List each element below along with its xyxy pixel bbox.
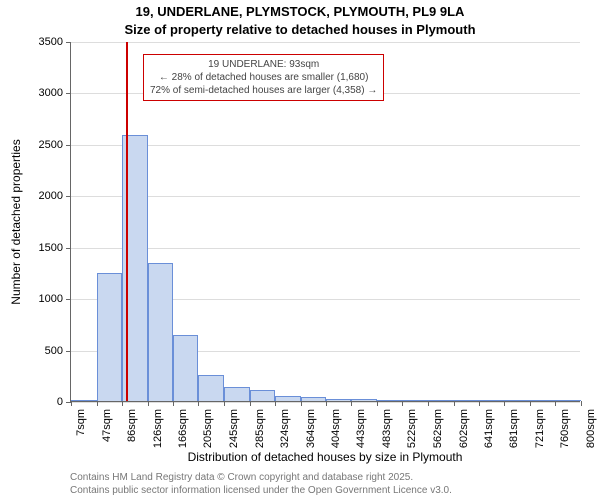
xtick-mark xyxy=(71,401,72,406)
footnote-line2: Contains public sector information licen… xyxy=(70,485,452,496)
histogram-bar xyxy=(224,387,250,401)
histogram-bar xyxy=(97,273,122,401)
annotation-line2: ← 28% of detached houses are smaller (1,… xyxy=(150,71,377,84)
histogram-bar xyxy=(530,400,555,401)
xtick-mark xyxy=(301,401,302,406)
xtick-mark xyxy=(326,401,327,406)
histogram-bar xyxy=(479,400,505,401)
xtick-label: 126sqm xyxy=(152,409,164,448)
xtick-label: 760sqm xyxy=(559,409,571,448)
plot-area: 19 UNDERLANE: 93sqm ← 28% of detached ho… xyxy=(70,42,580,402)
xtick-label: 641sqm xyxy=(483,409,495,448)
y-axis-label: Number of detached properties xyxy=(9,139,23,304)
xtick-label: 285sqm xyxy=(254,409,266,448)
ytick-label: 3000 xyxy=(39,87,63,99)
histogram-bar xyxy=(250,390,275,401)
gridline xyxy=(71,42,580,43)
xtick-label: 86sqm xyxy=(126,409,138,442)
xtick-mark xyxy=(275,401,276,406)
xtick-mark xyxy=(402,401,403,406)
x-axis-label: Distribution of detached houses by size … xyxy=(188,450,463,464)
xtick-label: 166sqm xyxy=(177,409,189,448)
chart-container: 19, UNDERLANE, PLYMSTOCK, PLYMOUTH, PL9 … xyxy=(0,0,600,500)
xtick-mark xyxy=(581,401,582,406)
xtick-mark xyxy=(428,401,429,406)
histogram-bar xyxy=(454,400,479,401)
ytick-mark xyxy=(66,93,71,94)
xtick-label: 404sqm xyxy=(330,409,342,448)
ytick-mark xyxy=(66,351,71,352)
histogram-bar xyxy=(275,396,301,401)
histogram-bar xyxy=(301,397,327,401)
ytick-label: 2000 xyxy=(39,190,63,202)
xtick-label: 7sqm xyxy=(75,409,87,436)
ytick-label: 1000 xyxy=(39,293,63,305)
ytick-label: 3500 xyxy=(39,36,63,48)
xtick-label: 483sqm xyxy=(381,409,393,448)
xtick-mark xyxy=(454,401,455,406)
xtick-mark xyxy=(173,401,174,406)
xtick-label: 800sqm xyxy=(585,409,597,448)
annotation-line1: 19 UNDERLANE: 93sqm xyxy=(150,58,377,71)
ytick-label: 0 xyxy=(57,396,63,408)
chart-title-line1: 19, UNDERLANE, PLYMSTOCK, PLYMOUTH, PL9 … xyxy=(0,4,600,19)
ytick-mark xyxy=(66,196,71,197)
xtick-mark xyxy=(377,401,378,406)
xtick-mark xyxy=(530,401,531,406)
histogram-bar xyxy=(377,400,402,401)
xtick-mark xyxy=(555,401,556,406)
annotation-line3: 72% of semi-detached houses are larger (… xyxy=(150,84,377,97)
xtick-label: 205sqm xyxy=(202,409,214,448)
histogram-bar xyxy=(555,400,581,401)
footnote-line1: Contains HM Land Registry data © Crown c… xyxy=(70,472,413,483)
xtick-label: 364sqm xyxy=(305,409,317,448)
annotation-box: 19 UNDERLANE: 93sqm ← 28% of detached ho… xyxy=(143,54,384,101)
xtick-mark xyxy=(198,401,199,406)
xtick-label: 47sqm xyxy=(101,409,113,442)
ytick-mark xyxy=(66,42,71,43)
histogram-bar xyxy=(504,400,530,401)
xtick-mark xyxy=(224,401,225,406)
histogram-bar xyxy=(351,399,377,401)
ytick-mark xyxy=(66,145,71,146)
xtick-label: 562sqm xyxy=(432,409,444,448)
xtick-label: 443sqm xyxy=(355,409,367,448)
histogram-bar xyxy=(173,335,198,401)
xtick-label: 522sqm xyxy=(406,409,418,448)
histogram-bar xyxy=(198,375,224,401)
xtick-mark xyxy=(351,401,352,406)
xtick-mark xyxy=(479,401,480,406)
histogram-bar xyxy=(428,400,454,401)
ytick-label: 1500 xyxy=(39,242,63,254)
ytick-label: 500 xyxy=(45,345,63,357)
histogram-bar xyxy=(71,400,97,401)
reference-line xyxy=(126,42,128,401)
xtick-label: 721sqm xyxy=(534,409,546,448)
xtick-label: 324sqm xyxy=(279,409,291,448)
ytick-mark xyxy=(66,299,71,300)
histogram-bar xyxy=(326,399,351,401)
xtick-mark xyxy=(148,401,149,406)
xtick-label: 681sqm xyxy=(508,409,520,448)
xtick-mark xyxy=(97,401,98,406)
ytick-label: 2500 xyxy=(39,139,63,151)
histogram-bar xyxy=(148,263,174,401)
xtick-mark xyxy=(250,401,251,406)
xtick-label: 602sqm xyxy=(458,409,470,448)
xtick-label: 245sqm xyxy=(228,409,240,448)
ytick-mark xyxy=(66,248,71,249)
chart-title-line2: Size of property relative to detached ho… xyxy=(0,22,600,37)
xtick-mark xyxy=(122,401,123,406)
histogram-bar xyxy=(402,400,428,401)
xtick-mark xyxy=(504,401,505,406)
